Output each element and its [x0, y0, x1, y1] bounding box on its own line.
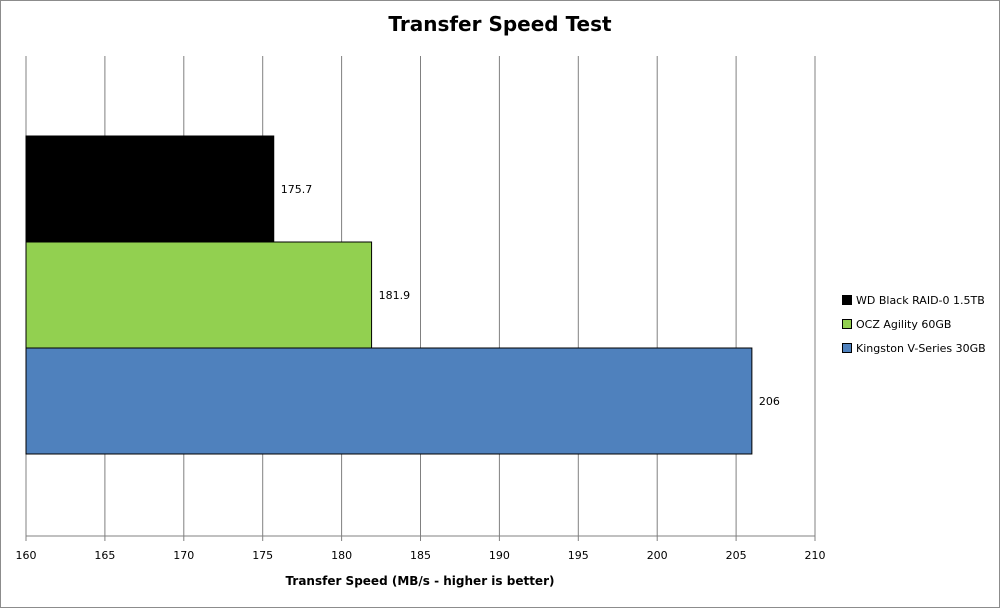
x-tick-label: 185	[410, 549, 431, 562]
chart-title: Transfer Speed Test	[388, 12, 612, 36]
bar	[25, 347, 753, 455]
legend-swatch-ocz-agility	[842, 319, 852, 329]
legend-label-ocz-agility: OCZ Agility 60GB	[856, 317, 952, 331]
x-tick-label: 190	[489, 549, 510, 562]
chart-legend: WD Black RAID-0 1.5TB OCZ Agility 60GB K…	[842, 288, 992, 360]
x-tick-label: 210	[805, 549, 826, 562]
data-label: 181.9	[379, 289, 411, 302]
x-tick-label: 180	[331, 549, 352, 562]
x-tick-label: 205	[726, 549, 747, 562]
data-label: 175.7	[281, 183, 313, 196]
legend-swatch-kingston	[842, 343, 852, 353]
legend-item-kingston: Kingston V-Series 30GB	[842, 336, 992, 360]
x-tick-label: 165	[94, 549, 115, 562]
bar	[25, 241, 373, 349]
bar	[25, 135, 275, 243]
x-tick-label: 175	[252, 549, 273, 562]
legend-swatch-wd-black	[842, 295, 852, 305]
x-axis-label: Transfer Speed (MB/s - higher is better)	[285, 574, 555, 588]
legend-label-wd-black: WD Black RAID-0 1.5TB	[856, 293, 985, 307]
x-tick-label: 160	[16, 549, 37, 562]
legend-label-kingston: Kingston V-Series 30GB	[856, 341, 986, 355]
legend-item-ocz-agility: OCZ Agility 60GB	[842, 312, 992, 336]
x-tick-label: 170	[173, 549, 194, 562]
x-tick-label: 195	[568, 549, 589, 562]
data-label: 206	[759, 395, 780, 408]
x-tick-label: 200	[647, 549, 668, 562]
legend-item-wd-black: WD Black RAID-0 1.5TB	[842, 288, 992, 312]
